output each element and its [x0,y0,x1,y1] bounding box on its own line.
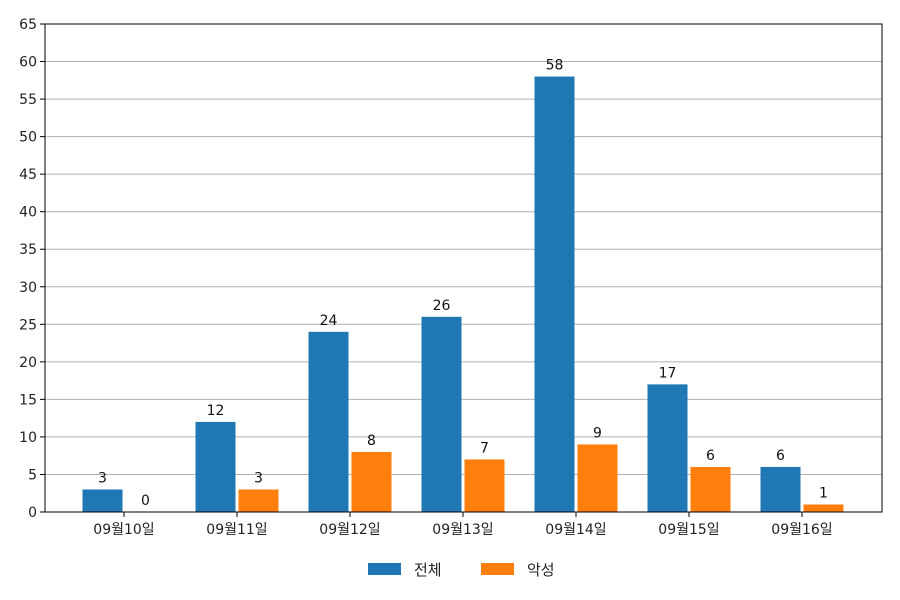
x-tick-label: 09월13일 [432,522,493,538]
data-labels: 3 0 12 3 24 8 26 7 58 9 17 6 6 1 [98,58,828,509]
y-tick-label: 25 [19,317,37,333]
bar-total [308,331,349,512]
x-tick-label: 09월11일 [206,522,267,538]
data-label: 6 [706,448,715,464]
bar-total [421,316,462,512]
y-tick-label: 20 [19,355,37,371]
bar-total [195,421,236,512]
legend-label: 악성 [527,561,555,579]
data-label: 1 [819,485,828,501]
bar-total [82,489,123,512]
y-tick-label: 50 [19,130,37,146]
x-axis-ticks: 09월10일 09월11일 09월12일 09월13일 09월14일 09월15일 09월1… [93,512,833,538]
bar-malicious [351,451,392,512]
bar-total [647,384,688,512]
y-tick-label: 5 [28,467,37,483]
y-tick-label: 10 [19,430,37,446]
bar-malicious [464,459,505,512]
y-tick-label: 45 [19,167,37,183]
data-label: 17 [659,365,677,381]
y-tick-label: 60 [19,55,37,71]
data-label: 8 [367,433,376,449]
data-label: 6 [776,448,785,464]
x-tick-label: 09월12일 [319,522,380,538]
legend-label: 전체 [414,561,442,579]
legend-swatch [368,563,401,575]
y-tick-label: 55 [19,92,37,108]
data-label: 0 [141,493,150,509]
data-label: 3 [98,470,107,486]
y-tick-label: 0 [28,505,37,521]
plot-frame [44,23,883,513]
bar-total [534,76,575,513]
data-label: 58 [546,58,564,74]
grid-lines [45,61,882,475]
x-tick-label: 09월16일 [771,522,832,538]
bar-malicious [690,466,731,512]
x-tick-label: 09월15일 [658,522,719,538]
data-label: 9 [593,425,602,441]
data-label: 24 [320,313,338,329]
bar-total [760,466,801,512]
data-label: 3 [254,470,263,486]
y-tick-label: 65 [19,17,37,33]
data-label: 26 [433,298,451,314]
bar-malicious [238,489,279,512]
data-label: 12 [207,403,225,419]
y-tick-label: 30 [19,280,37,296]
bar-malicious [577,444,618,512]
y-tick-label: 35 [19,242,37,258]
y-tick-label: 15 [19,392,37,408]
legend: 전체 악성 [368,561,555,579]
y-axis-ticks: 0 5 10 15 20 25 30 35 40 45 50 55 60 65 [19,17,45,521]
plot-border [44,23,883,513]
bar-malicious [803,504,844,512]
bars [82,76,844,513]
x-tick-label: 09월10일 [93,522,154,538]
legend-swatch [481,563,514,575]
y-tick-label: 40 [19,205,37,221]
data-label: 7 [480,440,489,456]
x-tick-label: 09월14일 [545,522,606,538]
